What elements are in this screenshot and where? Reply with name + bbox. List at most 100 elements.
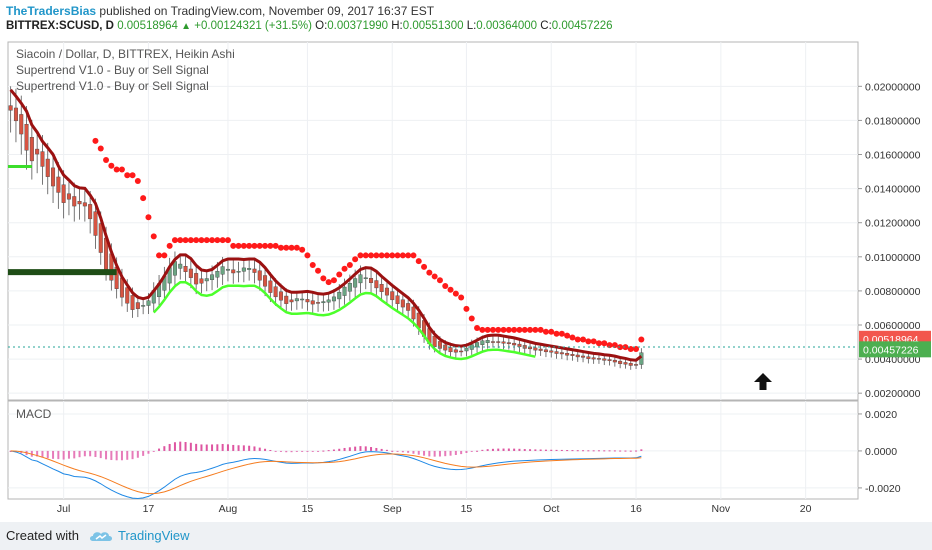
supertrend-sell-dot (569, 334, 576, 341)
macd-histogram-bar (428, 450, 431, 457)
candle (538, 348, 543, 351)
supertrend-sell-dot (118, 166, 125, 173)
supertrend-sell-dot (468, 315, 475, 322)
candle (512, 342, 517, 346)
tradingview-link[interactable]: TradingView (118, 528, 190, 543)
candle (236, 271, 241, 273)
supertrend-sell-dot (304, 252, 311, 259)
macd-histogram-bar (481, 449, 484, 451)
macd-histogram-bar (460, 450, 463, 455)
macd-histogram-bar (311, 450, 314, 452)
x-tick-label: Aug (219, 503, 238, 515)
candle (591, 357, 596, 360)
published-text: published on TradingView.com, November 0… (99, 4, 435, 18)
candle (204, 278, 209, 282)
candle (517, 343, 522, 347)
supertrend-sell-dot (580, 336, 587, 343)
macd-histogram-bar (46, 450, 49, 459)
candle (24, 124, 29, 151)
x-tick-label: 15 (461, 503, 473, 515)
macd-histogram-bar (608, 450, 611, 452)
macd-histogram-bar (502, 448, 505, 451)
macd-histogram-bar (370, 447, 373, 451)
macd-histogram-bar (83, 450, 86, 457)
supertrend-sell-dot (272, 242, 279, 249)
macd-axis[interactable]: 0.0020 0.0000 -0.0020 (858, 409, 901, 495)
macd-histogram-bar (131, 450, 134, 460)
supertrend-series (8, 88, 645, 362)
candle (586, 356, 591, 359)
candle (506, 342, 511, 344)
macd-histogram-bar (539, 449, 542, 451)
time-axis[interactable]: Jul 17 Aug 15 Sep 15 Oct 16 Nov 20 (57, 503, 812, 515)
candle (581, 355, 586, 358)
low-value: 0.00364000 (476, 20, 538, 32)
supertrend-sell-dot (320, 275, 327, 282)
candle (56, 176, 61, 193)
supertrend-sell-dot (240, 242, 247, 249)
symbol-label: BITTREX:SCUSD, D (6, 20, 114, 32)
candle (543, 349, 548, 353)
price-axis[interactable]: 0.02000000 0.01800000 0.01600000 0.01400000… (858, 81, 921, 400)
macd-histogram-bar (242, 445, 245, 451)
candle (278, 291, 283, 301)
supertrend-sell-dot (373, 252, 380, 259)
candle (321, 301, 326, 304)
candle (395, 295, 400, 304)
macd-pane[interactable] (7, 400, 859, 500)
macd-histogram-bar (136, 450, 139, 458)
y-tick-label: 0.00600000 (865, 320, 921, 332)
candle (559, 352, 564, 355)
candle (358, 274, 363, 284)
macd-histogram-bar (364, 446, 367, 451)
supertrend-sell-dot (341, 265, 348, 272)
candle (390, 291, 395, 301)
y-tick-label: 0.01600000 (865, 150, 921, 162)
candle (575, 354, 580, 358)
chart-canvas[interactable]: 0.02000000 0.01800000 0.01600000 0.01400000… (0, 0, 932, 522)
candle (432, 335, 437, 347)
author-link[interactable]: TheTradersBias (6, 4, 97, 18)
high-label: H: (391, 20, 403, 32)
macd-histogram-bar (619, 450, 622, 452)
supertrend-sell-dot (352, 256, 359, 263)
macd-histogram-bar (465, 450, 468, 454)
supertrend-sell-dot (177, 237, 184, 244)
candle (305, 299, 310, 303)
supertrend-sell-dot (156, 252, 163, 259)
supertrend-sell-dot (224, 237, 231, 244)
supertrend-sell-dot (246, 242, 253, 249)
candle (247, 268, 252, 270)
supertrend-sell-dot (251, 242, 258, 249)
candle (199, 278, 204, 284)
macd-histogram-bar (476, 450, 479, 452)
supertrend-sell-dot (601, 340, 608, 347)
supertrend-sell-dot (542, 328, 549, 335)
candle (533, 347, 538, 351)
macd-histogram-bar (269, 449, 272, 451)
macd-histogram-bar (566, 450, 569, 452)
candle (45, 158, 50, 177)
supertrend-sell-dot (638, 336, 645, 343)
supertrend-buy-line (152, 281, 536, 361)
macd-histogram-bar (513, 448, 516, 451)
candle (554, 351, 559, 354)
close-label: C: (540, 20, 552, 32)
macd-series (9, 441, 643, 499)
macd-histogram-bar (571, 450, 574, 452)
macd-histogram-bar (396, 450, 399, 452)
macd-histogram-bar (221, 443, 224, 451)
supertrend-sell-dot (484, 326, 491, 333)
candle (225, 268, 230, 271)
supertrend-sell-dot (193, 237, 200, 244)
publish-line: TheTradersBias published on TradingView.… (6, 4, 434, 18)
candle (316, 302, 321, 304)
candle (61, 184, 66, 203)
created-with-text: Created with (6, 528, 79, 543)
supertrend-sell-dot (198, 237, 205, 244)
supertrend-sell-dot (171, 237, 178, 244)
candle (570, 354, 575, 356)
macd-histogram-bar (36, 450, 39, 457)
macd-histogram-bar (603, 450, 606, 452)
supertrend-sell-dot (262, 242, 269, 249)
